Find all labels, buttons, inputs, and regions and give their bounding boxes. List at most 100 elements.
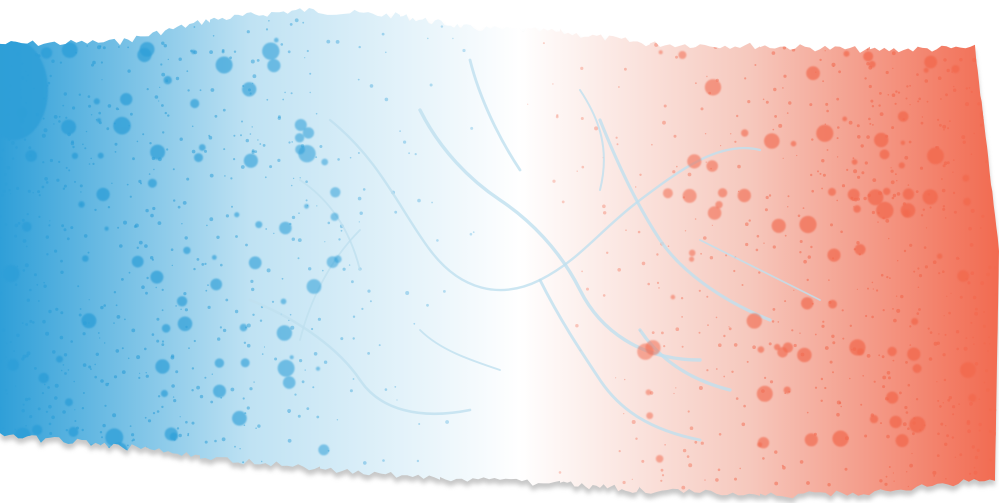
speckle (967, 429, 971, 434)
speckle (230, 387, 235, 392)
speckle (384, 388, 388, 391)
speckle (990, 170, 993, 172)
speckle (86, 45, 88, 47)
speckle (893, 480, 895, 482)
paint-blob (131, 255, 144, 268)
speckle (118, 46, 120, 48)
speckle (385, 51, 387, 54)
speckle (969, 402, 973, 406)
speckle (54, 249, 58, 253)
speckle (175, 473, 178, 476)
speckle (1, 461, 4, 464)
speckle (207, 305, 211, 309)
speckle (234, 445, 236, 448)
speckle (167, 114, 170, 117)
speckle (204, 262, 207, 265)
speckle (146, 276, 149, 280)
paint-blob (658, 50, 663, 55)
speckle (937, 118, 940, 121)
speckle (231, 205, 233, 208)
paint-blob (243, 153, 258, 168)
speckle (209, 217, 214, 222)
speckle (820, 377, 824, 381)
speckle (266, 268, 271, 273)
speckle (159, 86, 161, 88)
speckle (88, 104, 92, 108)
speckle (953, 159, 955, 161)
speckle (965, 102, 969, 107)
speckle (156, 410, 160, 413)
paint-blob (97, 152, 104, 159)
speckle (882, 385, 886, 389)
speckle (989, 176, 991, 178)
speckle (717, 468, 721, 472)
speckle (821, 159, 825, 163)
speckle (840, 230, 843, 234)
speckle (932, 20, 935, 23)
speckle (47, 81, 51, 85)
speckle (308, 267, 312, 271)
speckle (939, 405, 942, 408)
speckle (191, 421, 195, 425)
speckle (99, 431, 103, 434)
speckle (291, 237, 295, 241)
speckle (158, 100, 160, 102)
speckle (819, 172, 822, 175)
speckle (615, 377, 617, 379)
speckle (922, 208, 925, 211)
speckle (736, 114, 739, 118)
paint-blob (294, 133, 305, 143)
speckle (711, 224, 714, 226)
speckle (23, 138, 27, 141)
paint-blob (302, 127, 315, 139)
speckle (146, 88, 149, 91)
speckle (462, 48, 466, 53)
speckle (316, 205, 318, 207)
speckle (106, 462, 110, 467)
paint-blob (267, 59, 281, 73)
speckle (814, 386, 818, 389)
speckle (469, 232, 473, 236)
speckle (728, 327, 732, 331)
paint-blob (806, 66, 820, 81)
speckle (924, 79, 929, 83)
speckle (913, 270, 916, 273)
speckle (369, 84, 374, 88)
speckle (36, 283, 39, 286)
speckle (797, 214, 801, 218)
speckle (45, 331, 50, 336)
speckle (915, 398, 919, 401)
speckle (700, 252, 702, 255)
paint-blob (842, 116, 848, 122)
speckle (782, 46, 787, 50)
speckle (936, 381, 938, 383)
speckle (303, 478, 306, 480)
speckle (219, 326, 222, 329)
speckle (637, 230, 641, 234)
paint-blob (255, 221, 263, 229)
paint-blob (277, 359, 295, 377)
speckle (744, 77, 747, 80)
speckle (163, 44, 167, 48)
speckle (284, 91, 286, 94)
speckle (0, 359, 2, 364)
speckle (69, 487, 72, 489)
speckle (945, 478, 947, 480)
speckle (59, 32, 64, 37)
speckle (872, 178, 877, 183)
speckle (871, 281, 874, 284)
paint-blob (240, 358, 250, 368)
speckle (932, 260, 937, 265)
speckle (866, 354, 871, 358)
speckle (142, 133, 145, 136)
paint-blob (25, 150, 37, 162)
paint-blob (214, 358, 225, 368)
paint-blob (828, 187, 836, 196)
speckle (100, 61, 103, 64)
paint-blob (213, 384, 226, 398)
speckle (840, 405, 842, 408)
speckle (971, 445, 975, 449)
paint-blob (14, 441, 29, 456)
speckle (865, 314, 868, 318)
speckle (594, 126, 599, 131)
